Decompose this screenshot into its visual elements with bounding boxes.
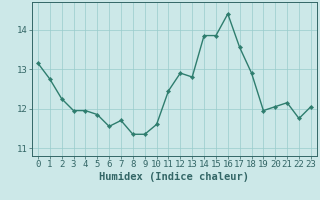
X-axis label: Humidex (Indice chaleur): Humidex (Indice chaleur) — [100, 172, 249, 182]
